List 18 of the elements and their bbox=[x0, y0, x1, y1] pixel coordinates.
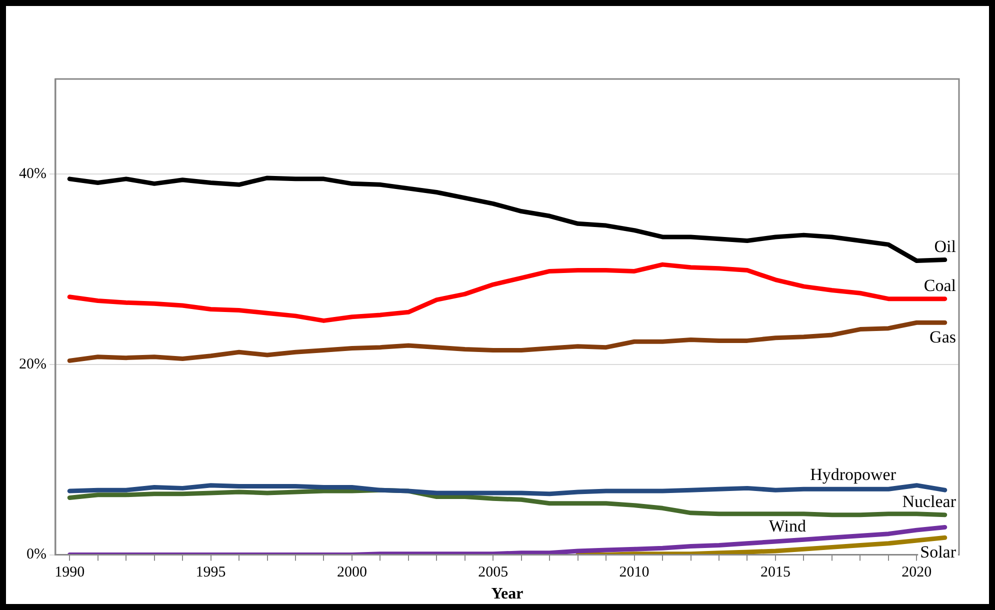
series-label: Solar bbox=[920, 542, 956, 562]
x-axis-title: Year bbox=[491, 586, 524, 603]
y-tick-label: 20% bbox=[18, 356, 46, 372]
series-label: Nuclear bbox=[902, 492, 956, 511]
series-label: Gas bbox=[930, 328, 956, 347]
x-tick-label: 1990 bbox=[54, 564, 85, 581]
series-label: Wind bbox=[768, 516, 806, 536]
x-tick-label: 2020 bbox=[902, 564, 932, 581]
x-tick-label: 2010 bbox=[619, 564, 650, 581]
y-tick-label: 0% bbox=[26, 546, 46, 563]
series-label: Oil bbox=[934, 236, 956, 256]
x-tick-label: 2005 bbox=[478, 564, 508, 581]
y-tick-label: 40% bbox=[18, 166, 46, 182]
series-label: Hydropower bbox=[810, 465, 896, 484]
series-label: Coal bbox=[924, 276, 956, 295]
x-tick-label: 2000 bbox=[336, 564, 367, 581]
x-tick-label: 1995 bbox=[196, 564, 226, 581]
x-tick-label: 2015 bbox=[760, 564, 790, 581]
